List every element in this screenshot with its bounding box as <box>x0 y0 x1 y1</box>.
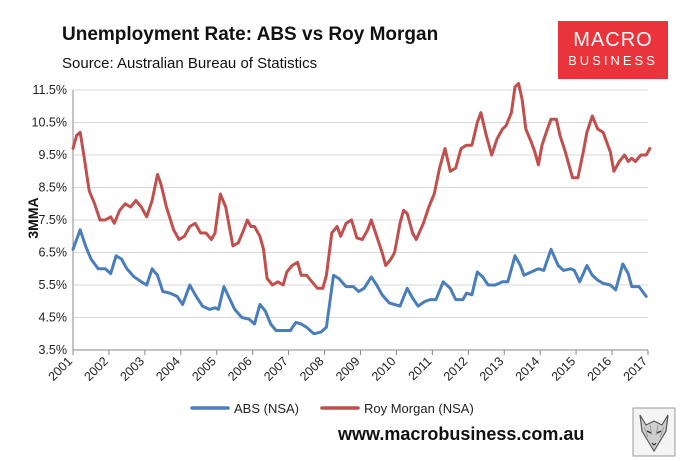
x-tick-label: 2006 <box>225 354 255 384</box>
x-tick-label: 2008 <box>297 354 327 384</box>
y-tick-label: 6.5% <box>39 246 68 260</box>
x-tick-label: 2007 <box>261 354 291 384</box>
y-tick-label: 5.5% <box>39 278 68 292</box>
series-line-abs <box>71 228 648 336</box>
y-tick-label: 11.5% <box>32 83 67 97</box>
chart-subtitle: Source: Australian Bureau of Statistics <box>62 55 318 72</box>
x-tick-label: 2003 <box>117 354 147 384</box>
x-tick-label: 2013 <box>477 354 507 384</box>
x-tick-label: 2014 <box>513 354 543 384</box>
y-axis-label: 3MMA <box>25 197 41 238</box>
x-tick-label: 2004 <box>153 354 183 384</box>
legend-label: Roy Morgan (NSA) <box>364 401 474 416</box>
x-tick-label: 2005 <box>189 354 219 384</box>
y-tick-label: 7.5% <box>39 213 68 227</box>
x-tick-labels: 2001 2002 2003 2004 2005 2006 2007 2008 2009 2010… <box>46 354 651 384</box>
logo-bottom-text: BUSINESS <box>568 53 658 68</box>
x-tick-label: 2001 <box>46 354 76 384</box>
logo-top-text: MACRO <box>573 29 653 51</box>
x-tick-label: 2010 <box>369 354 399 384</box>
series-lines <box>71 82 652 336</box>
y-tick-label: 10.5% <box>32 116 67 130</box>
legend-label: ABS (NSA) <box>234 401 299 416</box>
website-url[interactable]: www.macrobusiness.com.au <box>338 424 585 444</box>
x-tick-label: 2002 <box>81 354 111 384</box>
macrobusiness-logo[interactable]: MACRO BUSINESS <box>558 21 668 79</box>
y-tick-label: 9.5% <box>39 148 68 162</box>
wolf-mascot-icon <box>632 407 676 457</box>
x-tick-label: 2015 <box>549 354 579 384</box>
y-tick-label: 4.5% <box>39 311 68 325</box>
y-tick-labels: 3.5% 4.5% 5.5% 6.5% 7.5% 8.5% 9.5% 10.5% 11.5% <box>32 83 67 357</box>
axes <box>72 90 649 355</box>
y-tick-label: 3.5% <box>39 343 68 357</box>
series-line-roy-morgan <box>71 82 652 290</box>
x-tick-label: 2011 <box>406 354 435 383</box>
x-tick-label: 2017 <box>621 354 651 384</box>
chart-title: Unemployment Rate: ABS vs Roy Morgan <box>62 24 439 45</box>
y-tick-label: 8.5% <box>39 181 68 195</box>
legend: ABS (NSA) Roy Morgan (NSA) <box>190 401 474 416</box>
x-tick-label: 2012 <box>441 354 471 384</box>
x-tick-label: 2009 <box>333 354 363 384</box>
x-tick-label: 2016 <box>585 354 615 384</box>
grid-lines <box>73 89 648 351</box>
